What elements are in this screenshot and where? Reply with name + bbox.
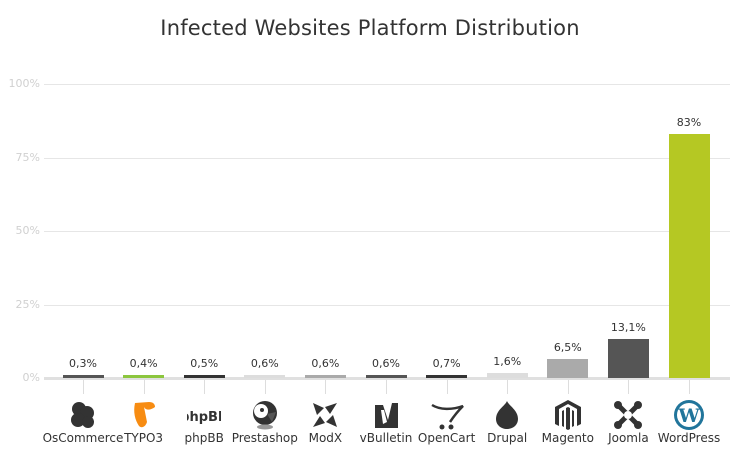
gridline	[44, 304, 730, 306]
oscommerce-icon	[66, 398, 100, 432]
phpbb-icon: phpBB	[180, 398, 228, 432]
x-tick	[386, 380, 387, 394]
value-label: 0,7%	[432, 357, 461, 370]
typo3-icon	[127, 398, 161, 432]
x-category-label: ModX	[308, 431, 343, 445]
bar-vbulletin[interactable]	[365, 375, 407, 378]
x-category-label: phpBB	[184, 431, 224, 445]
bar-magento[interactable]	[547, 358, 589, 378]
drupal-icon	[490, 398, 524, 432]
x-category-label: WordPress	[657, 431, 721, 445]
x-tick	[446, 380, 448, 394]
gridline	[44, 231, 730, 232]
gridline	[44, 84, 730, 85]
value-label: 83%	[676, 115, 702, 129]
x-category-label: OpenCart	[417, 431, 476, 445]
x-tick	[628, 380, 630, 394]
wordpress-icon: W	[672, 398, 706, 432]
bar-phpbb[interactable]	[183, 375, 225, 378]
x-category-label: Drupal	[487, 431, 528, 445]
x-category-label: Prestashop	[231, 431, 298, 445]
y-tick-label: 0%	[22, 371, 40, 384]
x-category-label: Joomla	[608, 431, 649, 445]
svg-text:phpBB: phpBB	[187, 410, 221, 425]
x-axis-baseline	[44, 377, 730, 380]
x-category-label: OsCommerce	[42, 431, 124, 445]
bar-joomla[interactable]	[607, 339, 649, 378]
bar-typo3[interactable]	[123, 375, 165, 378]
y-tick-label: 75%	[15, 150, 40, 164]
opencart-icon	[430, 398, 464, 432]
value-label: 0,6%	[250, 357, 279, 370]
gridline	[44, 157, 730, 159]
prestashop-icon	[248, 398, 282, 432]
x-tick	[204, 380, 206, 394]
x-category-label: Magento	[541, 431, 594, 445]
x-tick	[325, 380, 327, 394]
y-tick-label: 100%	[8, 77, 40, 90]
value-label: 0,6%	[372, 357, 400, 370]
value-label: 0,5%	[190, 357, 219, 370]
x-tick	[567, 380, 569, 394]
svg-text:W: W	[677, 405, 700, 427]
magento-icon	[551, 398, 585, 432]
value-label: 0,3%	[69, 357, 97, 370]
x-tick	[507, 380, 509, 394]
bar-drupal[interactable]	[486, 373, 528, 378]
x-tick	[689, 380, 690, 394]
x-category-label: vBulletin	[359, 431, 413, 445]
x-tick	[143, 380, 145, 394]
chart-title: Infected Websites Platform Distribution	[160, 16, 580, 40]
bar-modx[interactable]	[304, 375, 346, 378]
modx-icon	[308, 398, 342, 432]
y-tick-label: 25%	[15, 297, 40, 311]
bar-prestashop[interactable]	[244, 375, 286, 378]
bar-opencart[interactable]	[426, 375, 468, 378]
bar-wordpress[interactable]	[668, 133, 710, 378]
x-tick	[83, 380, 84, 394]
joomla-icon	[611, 398, 645, 432]
value-label: 1,6%	[493, 355, 522, 369]
y-tick-label: 50%	[15, 224, 40, 237]
x-category-label: TYPO3	[124, 431, 164, 445]
value-label: 13,1%	[610, 321, 646, 335]
bar-oscommerce[interactable]	[62, 375, 104, 378]
x-tick	[264, 380, 266, 394]
value-label: 6,5%	[553, 340, 582, 354]
value-label: 0,6%	[311, 357, 340, 370]
value-label: 0,4%	[129, 357, 158, 370]
vbulletin-icon	[369, 398, 403, 432]
